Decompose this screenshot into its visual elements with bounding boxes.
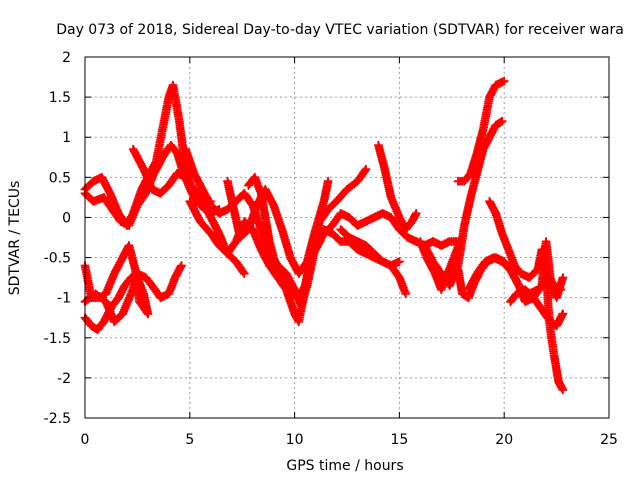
data-series	[80, 76, 568, 395]
y-tick-label: -0.5	[44, 251, 71, 267]
series-track-12	[373, 140, 421, 234]
gridlines	[85, 57, 609, 418]
x-axis-label: GPS time / hours	[286, 458, 403, 474]
y-tick-label: 1.5	[49, 90, 71, 106]
axis-ticks	[84, 56, 610, 419]
x-tick-label: 15	[390, 432, 408, 448]
chart-title: Day 073 of 2018, Sidereal Day-to-day VTE…	[56, 22, 624, 38]
y-axis-label: SDTVAR / TECUs	[7, 181, 23, 296]
x-tick-label: 25	[600, 432, 618, 448]
series-track-6	[128, 144, 249, 279]
y-tick-label: 1	[62, 130, 71, 146]
y-tick-label: 0	[62, 210, 71, 226]
x-tick-label: 20	[495, 432, 513, 448]
series-track-15	[420, 116, 507, 291]
x-tick-labels: 0 5 10 15 20 25	[81, 432, 618, 448]
y-tick-label: -1	[57, 291, 71, 307]
plot-frame	[84, 56, 610, 419]
y-tick-labels: -2.5 -2 -1.5 -1 -0.5 0 0.5 1 1.5 2	[44, 50, 71, 427]
x-tick-label: 5	[185, 432, 194, 448]
y-tick-label: -1.5	[44, 331, 71, 347]
x-tick-label: 0	[81, 432, 90, 448]
y-tick-label: 0.5	[49, 170, 71, 186]
x-tick-label: 10	[286, 432, 304, 448]
series-track-11	[336, 225, 411, 299]
series-track-14	[453, 76, 509, 186]
y-tick-label: -2	[57, 371, 71, 387]
y-tick-label: -2.5	[44, 411, 71, 427]
series-track-19	[506, 285, 568, 331]
y-tick-label: 2	[62, 50, 71, 66]
